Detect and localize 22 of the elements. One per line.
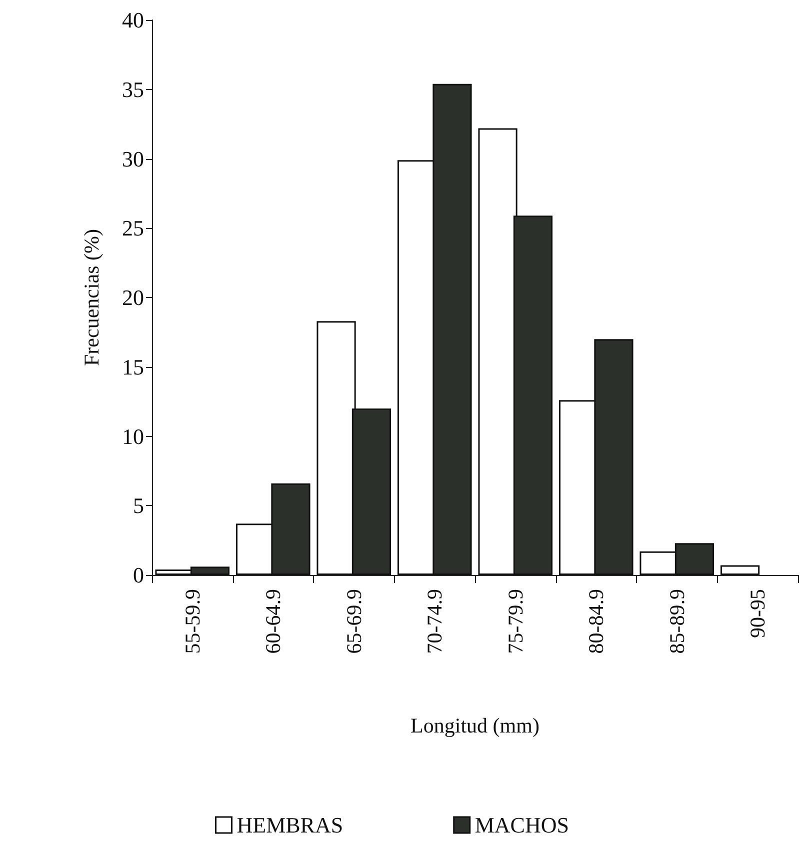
y-tick-label: 10 xyxy=(122,424,144,449)
y-tick-label: 40 xyxy=(122,8,144,32)
legend-label: HEMBRAS xyxy=(236,812,344,838)
legend-label: MACHOS xyxy=(474,812,569,838)
y-axis-title: Frecuencias (%) xyxy=(80,228,104,366)
x-tick-label: 75-79.9 xyxy=(503,589,528,654)
x-tick-label: 90-95 xyxy=(746,589,770,638)
x-tick-label: 60-64.9 xyxy=(261,589,286,654)
y-tick-label: 35 xyxy=(122,76,144,102)
y-tick-label: 15 xyxy=(122,354,144,380)
x-axis-title: Longitud (mm) xyxy=(410,714,540,738)
y-tick-label: 0 xyxy=(133,562,144,588)
y-tick-label: 5 xyxy=(133,493,144,518)
bar xyxy=(720,565,760,575)
x-tick-label: 80-84.9 xyxy=(584,589,608,654)
x-tick-label: 55-59.9 xyxy=(180,589,204,654)
y-tick-label: 30 xyxy=(122,146,144,172)
y-tick-label: 25 xyxy=(122,216,144,241)
x-tick-label: 65-69.9 xyxy=(342,589,366,654)
x-tick-label: 70-74.9 xyxy=(422,589,447,654)
x-tick-label: 85-89.9 xyxy=(664,589,689,654)
y-tick-label: 20 xyxy=(122,285,144,310)
